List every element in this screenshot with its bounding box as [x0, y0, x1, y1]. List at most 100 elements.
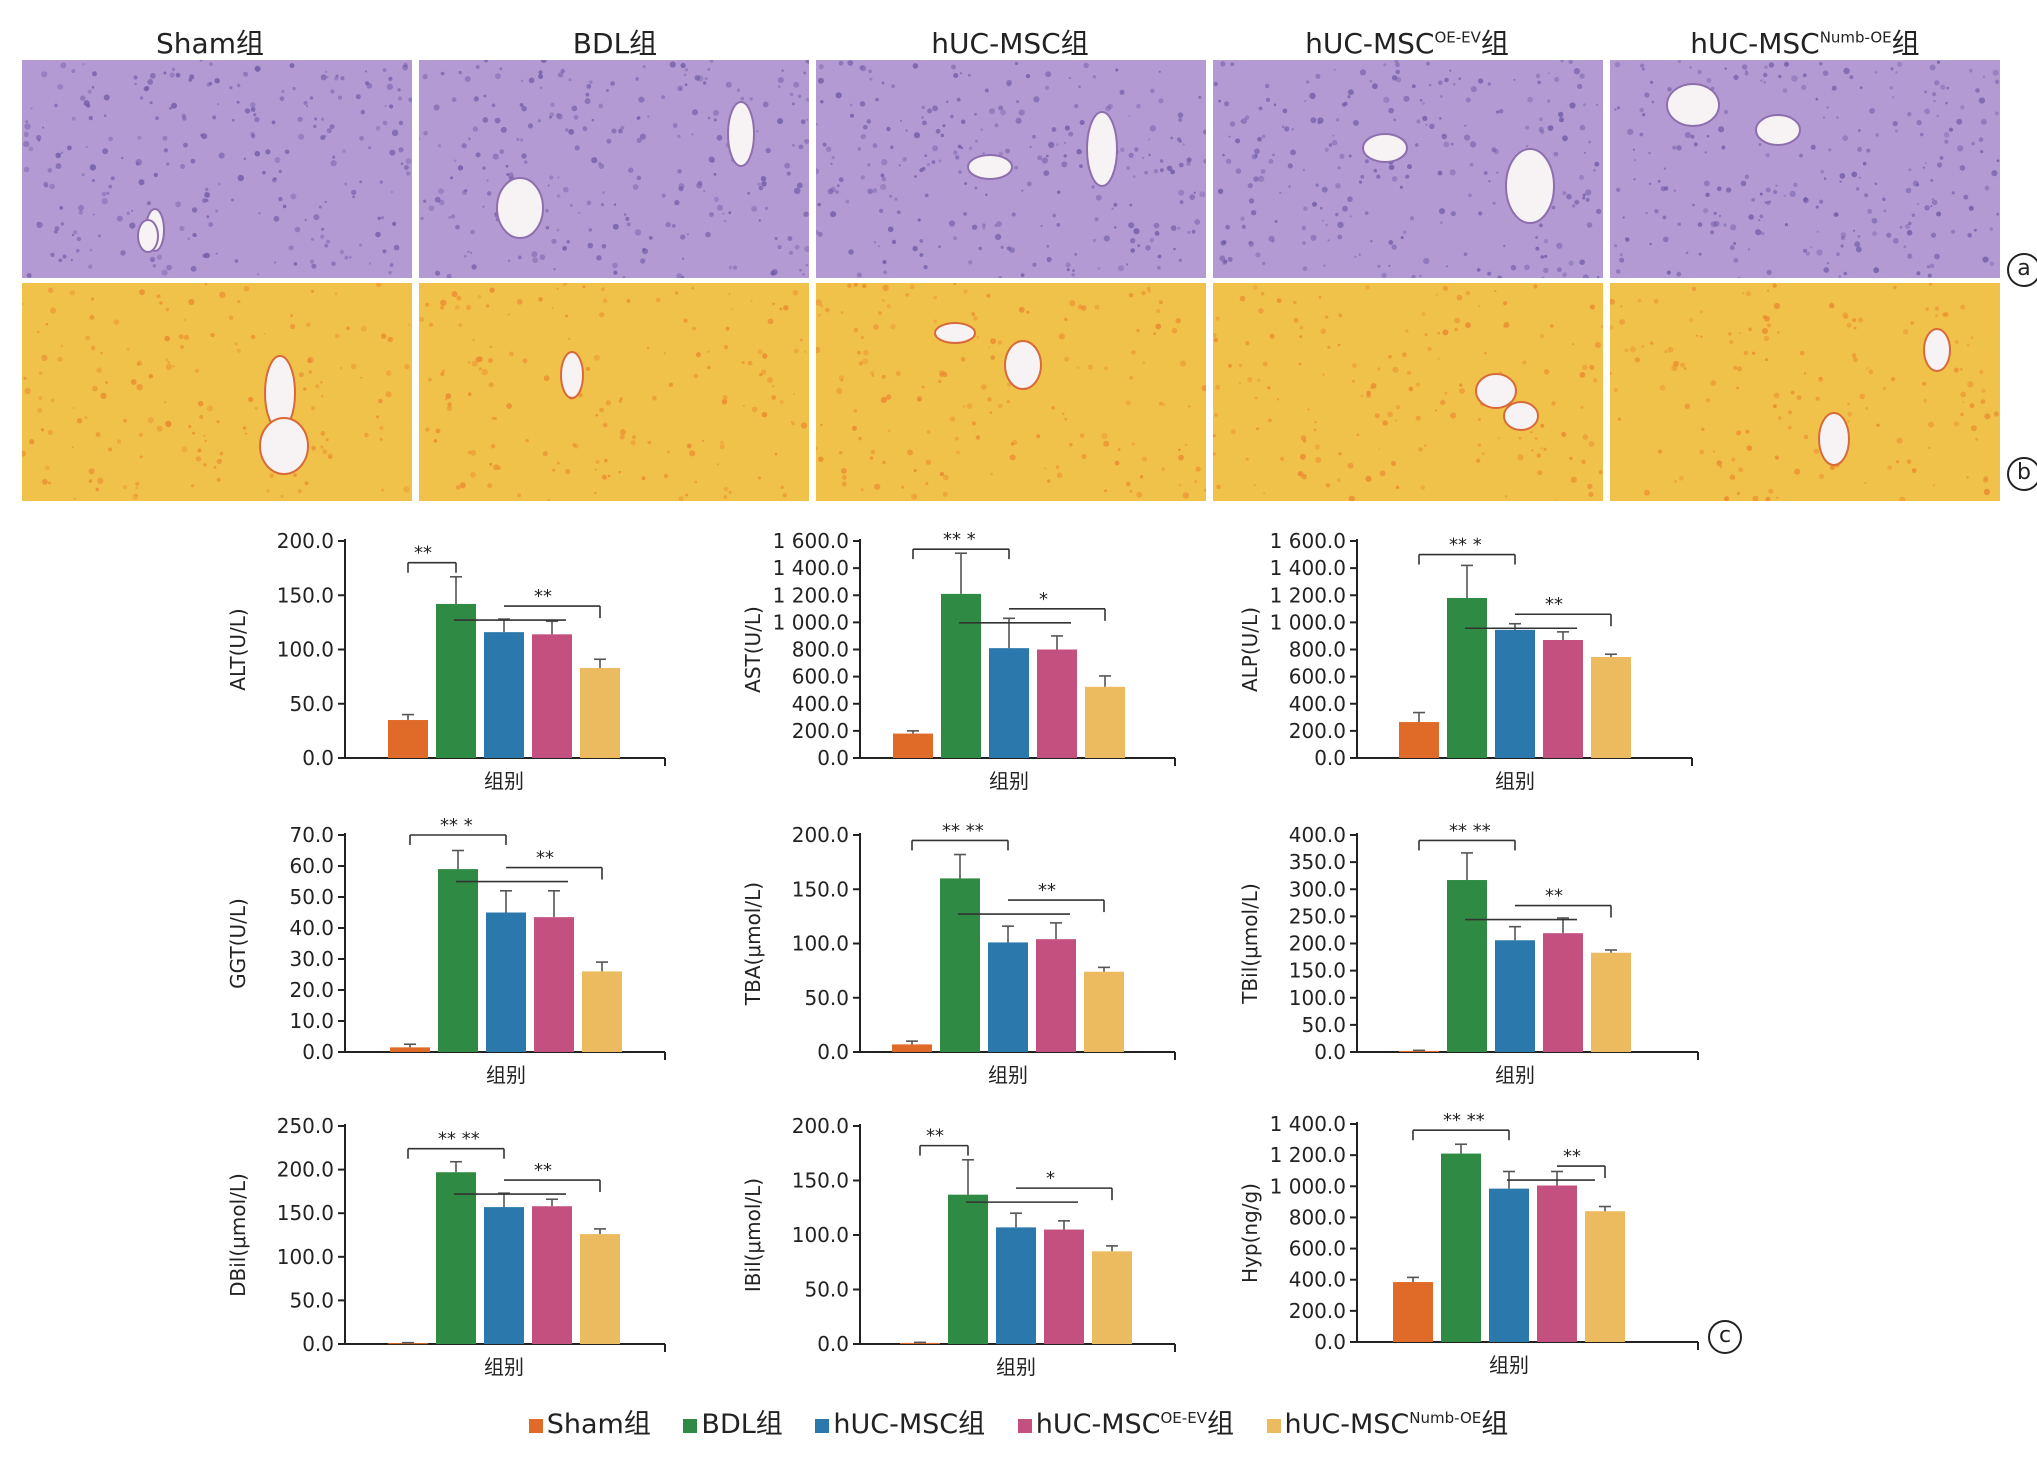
y-tick-label: 50.0 — [289, 885, 334, 909]
bar-huc-msc-oe-ev — [532, 634, 572, 758]
y-tick-label: 50.0 — [804, 986, 849, 1010]
panel-tag-a: a — [2007, 253, 2037, 287]
y-tick-label: 0.0 — [302, 1040, 334, 1064]
significance-marker: ** — [1038, 880, 1056, 901]
significance-marker: ** ** — [1449, 820, 1491, 841]
x-axis-label: 组别 — [996, 1355, 1036, 1379]
y-axis-label: ALP(U/L) — [1238, 607, 1262, 692]
bar-huc-msc-numb-oe — [1591, 952, 1631, 1052]
y-tick-label: 600.0 — [1289, 1237, 1346, 1261]
bar-huc-msc-numb-oe — [582, 971, 622, 1052]
y-tick-label: 10.0 — [289, 1009, 334, 1033]
y-tick-label: 800.0 — [1289, 638, 1346, 662]
chart-hyp: 0.0 200.0 400.0 600.0 800.0 1 000.0 1 200.0 1 4… — [1238, 1110, 1699, 1377]
legend-item-bdl: BDL组 — [683, 1402, 783, 1441]
y-axis-label: Hyp(ng/g) — [1238, 1183, 1262, 1283]
chart-alt: 0.0 50.0 100.0 150.0 200.0 ALT(U/L) 组别 ** ** — [226, 529, 666, 793]
x-axis-label: 组别 — [1495, 769, 1535, 793]
legend-item-huc-msc: hUC-MSC组 — [815, 1402, 985, 1441]
y-tick-label: 300.0 — [1289, 877, 1346, 901]
y-tick-label: 100.0 — [277, 1245, 334, 1269]
bar-sham — [1399, 722, 1439, 758]
y-tick-label: 800.0 — [792, 638, 849, 662]
y-tick-label: 1 600.0 — [1270, 529, 1346, 553]
x-axis-label: 组别 — [988, 1063, 1028, 1087]
bar-huc-msc-oe-ev — [1543, 933, 1583, 1052]
bar-huc-msc-oe-ev — [532, 1206, 572, 1344]
y-tick-label: 200.0 — [792, 823, 849, 847]
y-tick-label: 50.0 — [289, 1288, 334, 1312]
bar-bdl — [1447, 880, 1487, 1052]
y-tick-label: 100.0 — [792, 1223, 849, 1247]
x-axis-label: 组别 — [486, 1063, 526, 1087]
significance-marker: ** — [414, 543, 432, 564]
column-title-bdl: BDL组 — [572, 27, 658, 60]
bar-huc-msc-numb-oe — [580, 1234, 620, 1344]
y-tick-label: 150.0 — [792, 1169, 849, 1193]
bar-huc-msc-oe-ev — [534, 917, 574, 1052]
y-tick-label: 400.0 — [1289, 692, 1346, 716]
bar-sham — [388, 720, 428, 758]
y-tick-label: 400.0 — [792, 692, 849, 716]
significance-marker: ** * — [440, 815, 473, 836]
chart-tba: 0.0 50.0 100.0 150.0 200.0 TBA(μmol/L) 组别 ** **… — [741, 820, 1176, 1087]
bar-huc-msc-numb-oe — [580, 667, 620, 758]
panel-tag-b: b — [2007, 457, 2037, 491]
x-axis-label: 组别 — [1495, 1063, 1535, 1087]
bar-huc-msc — [1495, 940, 1535, 1052]
y-tick-label: 1 400.0 — [773, 556, 849, 580]
y-axis-label: ALT(U/L) — [226, 608, 250, 690]
y-tick-label: 200.0 — [1289, 719, 1346, 743]
column-title-sham: Sham组 — [156, 27, 264, 60]
y-tick-label: 1 400.0 — [1270, 556, 1346, 580]
bar-huc-msc — [996, 1227, 1036, 1344]
y-tick-label: 250.0 — [1289, 904, 1346, 928]
y-tick-label: 800.0 — [1289, 1205, 1346, 1229]
y-tick-label: 1 400.0 — [1270, 1112, 1346, 1136]
y-tick-label: 200.0 — [792, 1114, 849, 1138]
bar-huc-msc-numb-oe — [1092, 1251, 1132, 1344]
column-title-huc-msc-oe-ev: hUC-MSCOE-EV组 — [1305, 27, 1509, 60]
panel-tag-c: c — [1708, 1320, 1742, 1354]
y-tick-label: 200.0 — [792, 719, 849, 743]
bar-huc-msc-oe-ev — [1037, 649, 1077, 758]
y-tick-label: 70.0 — [289, 823, 334, 847]
y-tick-label: 0.0 — [1314, 1330, 1346, 1354]
chart-ast: 0.0 200.0 400.0 600.0 800.0 1 000.0 1 200.0 1 4… — [741, 529, 1176, 793]
bar-bdl — [1447, 597, 1487, 758]
y-tick-label: 600.0 — [792, 665, 849, 689]
y-tick-label: 0.0 — [302, 1332, 334, 1356]
bar-huc-msc-oe-ev — [1036, 939, 1076, 1052]
y-tick-label: 1 000.0 — [1270, 610, 1346, 634]
bar-huc-msc-numb-oe — [1084, 971, 1124, 1052]
legend-swatch-sham — [528, 1418, 543, 1433]
bar-sham — [1393, 1282, 1433, 1342]
y-axis-label: TBA(μmol/L) — [741, 882, 765, 1006]
bar-sham — [893, 733, 933, 758]
y-axis-label: AST(U/L) — [741, 606, 765, 693]
y-axis-label: TBil(μmol/L) — [1238, 883, 1262, 1005]
y-tick-label: 100.0 — [1289, 986, 1346, 1010]
significance-marker: ** — [1545, 594, 1563, 615]
y-tick-label: 0.0 — [1314, 1040, 1346, 1064]
legend-item-huc-msc-oe-ev: hUC-MSCOE-EV组 — [1017, 1402, 1234, 1441]
y-tick-label: 50.0 — [289, 692, 334, 716]
legend-swatch-huc-msc-numb-oe — [1266, 1418, 1281, 1433]
y-tick-label: 20.0 — [289, 978, 334, 1002]
chart-alp: 0.0 200.0 400.0 600.0 800.0 1 000.0 1 200.0 1 4… — [1238, 529, 1693, 793]
y-tick-label: 400.0 — [1289, 823, 1346, 847]
y-tick-label: 200.0 — [1289, 932, 1346, 956]
y-tick-label: 0.0 — [817, 1332, 849, 1356]
bar-sham — [892, 1044, 932, 1052]
chart-tbil: 0.0 50.0 100.0 150.0 200.0 250.0 300.0 350.0 400… — [1238, 820, 1699, 1087]
bar-huc-msc-numb-oe — [1591, 656, 1631, 758]
y-tick-label: 150.0 — [277, 583, 334, 607]
y-tick-label: 0.0 — [817, 1040, 849, 1064]
he-stain-image-huc-msc-numb-oe — [1610, 60, 2000, 278]
significance-marker: ** — [926, 1126, 944, 1147]
he-stain-image-bdl — [419, 60, 809, 278]
bar-huc-msc — [486, 912, 526, 1052]
significance-marker: ** — [534, 586, 552, 607]
he-stain-image-huc-msc-oe-ev — [1213, 60, 1603, 278]
y-tick-label: 150.0 — [1289, 959, 1346, 983]
